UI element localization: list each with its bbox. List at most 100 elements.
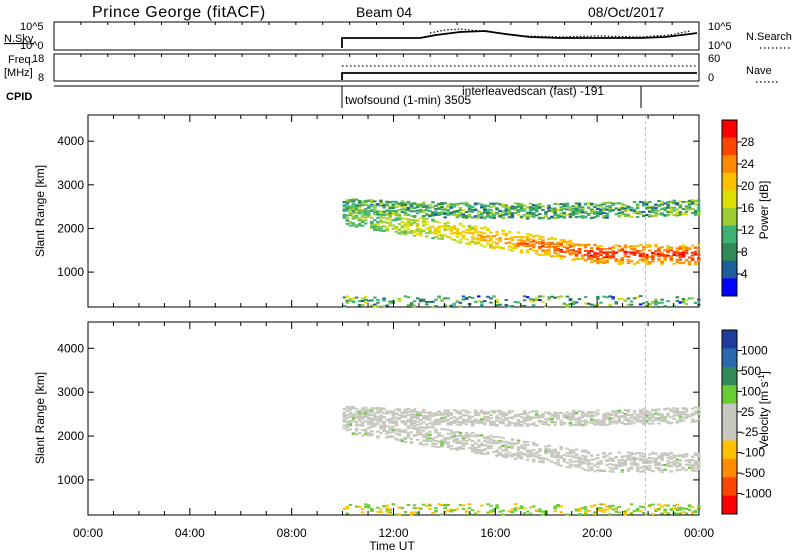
heatmap-cell [599, 419, 603, 422]
heatmap-cell [357, 423, 362, 426]
heatmap-cell [522, 214, 527, 217]
heatmap-cell [565, 247, 570, 250]
heatmap-cell [422, 210, 426, 213]
heatmap-cell [382, 427, 386, 430]
heatmap-cell [645, 244, 649, 247]
heatmap-cell [486, 211, 490, 214]
heatmap-cell [443, 212, 447, 215]
heatmap-cell [684, 210, 689, 213]
heatmap-cell [697, 463, 701, 466]
heatmap-cell [464, 204, 469, 207]
heatmap-cell [657, 305, 661, 308]
heatmap-cell [345, 208, 350, 211]
heatmap-cell [605, 205, 609, 208]
heatmap-cell [648, 467, 652, 470]
heatmap-cell [422, 224, 426, 227]
heatmap-cell [541, 249, 545, 252]
heatmap-cell [440, 238, 444, 240]
heatmap-cell [382, 425, 386, 428]
heatmap-cell [663, 207, 667, 210]
heatmap-cell [495, 415, 499, 418]
heatmap-cell [528, 506, 533, 509]
heatmap-cell [449, 232, 453, 235]
heatmap-cell [489, 447, 493, 450]
heatmap-cell [422, 503, 426, 506]
heatmap-cell [617, 259, 621, 262]
heatmap-cell [535, 206, 539, 209]
heatmap-cell [504, 440, 508, 443]
heatmap-cell [434, 423, 438, 426]
heatmap-cell [541, 300, 545, 303]
heatmap-cell [513, 212, 518, 215]
heatmap-cell [525, 296, 530, 299]
heatmap-cell [452, 431, 457, 434]
heatmap-cell [611, 457, 615, 460]
heatmap-cell [525, 453, 530, 456]
heatmap-cell [635, 414, 640, 417]
colorbar-swatch [722, 330, 737, 349]
heatmap-cell [379, 221, 383, 224]
heatmap-cell [617, 465, 621, 468]
heatmap-cell [412, 507, 417, 510]
heatmap-cell [593, 260, 597, 263]
heatmap-cell [675, 508, 680, 511]
heatmap-cell [535, 299, 539, 301]
heatmap-cell [415, 506, 420, 509]
heatmap-cell [483, 232, 487, 235]
heatmap-cell [498, 421, 502, 424]
heatmap-cell [608, 505, 612, 508]
heatmap-cell [431, 426, 435, 429]
heatmap-cell [440, 234, 444, 237]
heatmap-cell [388, 410, 392, 413]
heatmap-cell [553, 238, 557, 241]
heatmap-cell [654, 209, 658, 212]
heatmap-cell [666, 413, 670, 416]
heatmap-cell [443, 202, 447, 205]
heatmap-cell [608, 303, 612, 306]
heatmap-cell [357, 218, 362, 221]
heatmap-cell [648, 411, 652, 414]
heatmap-cell [632, 211, 637, 214]
heatmap-cell [504, 454, 508, 457]
heatmap-cell [559, 209, 563, 212]
heatmap-cell [394, 437, 398, 440]
heatmap-cell [559, 505, 563, 508]
heatmap-cell [559, 243, 563, 246]
heatmap-cell [403, 511, 408, 514]
heatmap-cell [388, 215, 392, 217]
heatmap-cell [415, 229, 420, 232]
heatmap-cell [577, 420, 582, 423]
heatmap-cell [562, 250, 566, 253]
heatmap-cell [602, 295, 606, 298]
y-tick-label: 4000 [57, 134, 84, 148]
heatmap-cell [657, 413, 661, 416]
heatmap-cell [348, 205, 353, 208]
heatmap-cell [660, 456, 664, 459]
heatmap-cell [669, 208, 673, 211]
heatmap-cell [504, 238, 508, 240]
heatmap-cell [431, 423, 435, 426]
heatmap-cell [654, 214, 658, 217]
heatmap-cell [348, 206, 353, 209]
heatmap-cell [498, 303, 502, 306]
heatmap-cell [422, 410, 426, 413]
heatmap-cell [455, 410, 460, 413]
heatmap-cell [623, 418, 628, 421]
heatmap-cell [455, 435, 460, 437]
heatmap-cell [449, 203, 453, 206]
heatmap-cell [489, 235, 493, 238]
heatmap-cell [541, 217, 545, 220]
heatmap-cell [626, 418, 631, 421]
heatmap-cell [495, 246, 499, 249]
heatmap-cell [638, 200, 643, 203]
heatmap-cell [480, 450, 484, 453]
heatmap-cell [571, 415, 576, 418]
heatmap-cell [406, 209, 411, 212]
heatmap-cell [446, 221, 450, 224]
heatmap-cell [654, 244, 658, 247]
heatmap-cell [553, 507, 557, 510]
heatmap-cell [376, 298, 380, 301]
heatmap-cell [525, 232, 530, 235]
heatmap-cell [489, 414, 493, 417]
heatmap-cell [431, 201, 435, 204]
